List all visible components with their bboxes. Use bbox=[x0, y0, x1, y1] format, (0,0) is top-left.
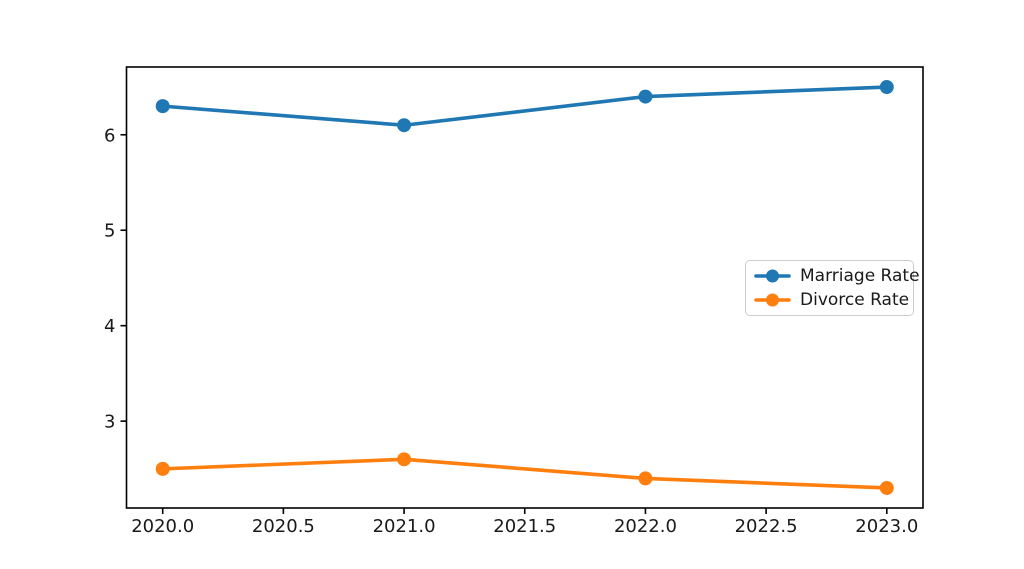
x-tick-label: 2020.0 bbox=[131, 516, 194, 537]
x-tick-label: 2022.0 bbox=[614, 516, 677, 537]
legend-label: Marriage Rate bbox=[800, 266, 920, 286]
legend-label: Divorce Rate bbox=[800, 290, 910, 310]
marriage-rate-line bbox=[160, 85, 889, 128]
x-tick-label: 2020.5 bbox=[252, 516, 315, 537]
divorce-rate-marker bbox=[879, 480, 894, 495]
marriage-rate-marker bbox=[638, 89, 653, 104]
y-tick-label: 3 bbox=[104, 412, 115, 433]
divorce-rate-marker bbox=[638, 471, 653, 486]
legend-line-marker-icon bbox=[754, 293, 791, 307]
y-tick-label: 4 bbox=[104, 316, 115, 337]
divorce-rate-marker bbox=[155, 461, 170, 476]
legend-item-marriage-rate: Marriage Rate bbox=[754, 266, 920, 286]
x-tick-label: 2021.5 bbox=[493, 516, 556, 537]
divorce-rate-marker bbox=[397, 452, 412, 467]
marriage-rate-marker bbox=[397, 118, 412, 133]
x-tick-label: 2023.0 bbox=[855, 516, 918, 537]
legend: Marriage Rate Divorce Rate bbox=[745, 260, 920, 316]
x-tick-label: 2021.0 bbox=[373, 516, 436, 537]
y-tick-label: 6 bbox=[104, 125, 115, 146]
y-tick-label: 5 bbox=[104, 221, 115, 242]
legend-line-marker-icon bbox=[754, 269, 791, 283]
marriage-rate-marker bbox=[879, 80, 894, 95]
x-tick-label: 2022.5 bbox=[735, 516, 798, 537]
marriage-rate-marker bbox=[155, 99, 170, 114]
legend-item-divorce-rate: Divorce Rate bbox=[754, 290, 909, 310]
divorce-rate-line bbox=[160, 457, 889, 490]
